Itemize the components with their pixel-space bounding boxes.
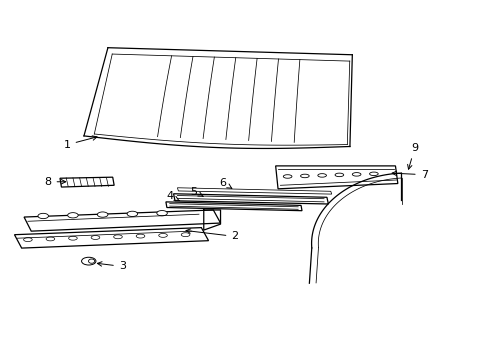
- Ellipse shape: [157, 211, 167, 216]
- Polygon shape: [177, 188, 331, 194]
- Ellipse shape: [97, 212, 108, 217]
- Ellipse shape: [23, 238, 32, 242]
- Polygon shape: [275, 166, 397, 189]
- Ellipse shape: [334, 173, 343, 177]
- Ellipse shape: [127, 211, 137, 216]
- Text: 6: 6: [219, 178, 231, 188]
- Ellipse shape: [300, 174, 308, 178]
- Polygon shape: [165, 202, 302, 211]
- Text: 5: 5: [190, 186, 203, 197]
- Ellipse shape: [369, 172, 377, 176]
- Ellipse shape: [67, 213, 78, 218]
- Text: 7: 7: [391, 170, 427, 180]
- Ellipse shape: [113, 235, 122, 239]
- Ellipse shape: [91, 235, 100, 239]
- Ellipse shape: [68, 236, 77, 240]
- Ellipse shape: [283, 175, 291, 178]
- Polygon shape: [24, 210, 220, 231]
- Polygon shape: [84, 48, 351, 147]
- Polygon shape: [15, 228, 208, 248]
- Ellipse shape: [317, 174, 326, 177]
- Ellipse shape: [38, 213, 48, 219]
- Text: 1: 1: [63, 136, 97, 150]
- Text: 9: 9: [407, 143, 417, 169]
- Polygon shape: [60, 177, 114, 187]
- Text: 2: 2: [185, 229, 238, 242]
- Ellipse shape: [136, 234, 144, 238]
- Text: 8: 8: [44, 177, 65, 187]
- Ellipse shape: [181, 233, 189, 237]
- Polygon shape: [173, 194, 328, 204]
- Text: 3: 3: [97, 261, 125, 271]
- Ellipse shape: [88, 259, 95, 263]
- Ellipse shape: [159, 233, 167, 237]
- Ellipse shape: [46, 237, 55, 241]
- Ellipse shape: [81, 257, 96, 265]
- Text: 4: 4: [166, 191, 179, 201]
- Ellipse shape: [351, 172, 360, 176]
